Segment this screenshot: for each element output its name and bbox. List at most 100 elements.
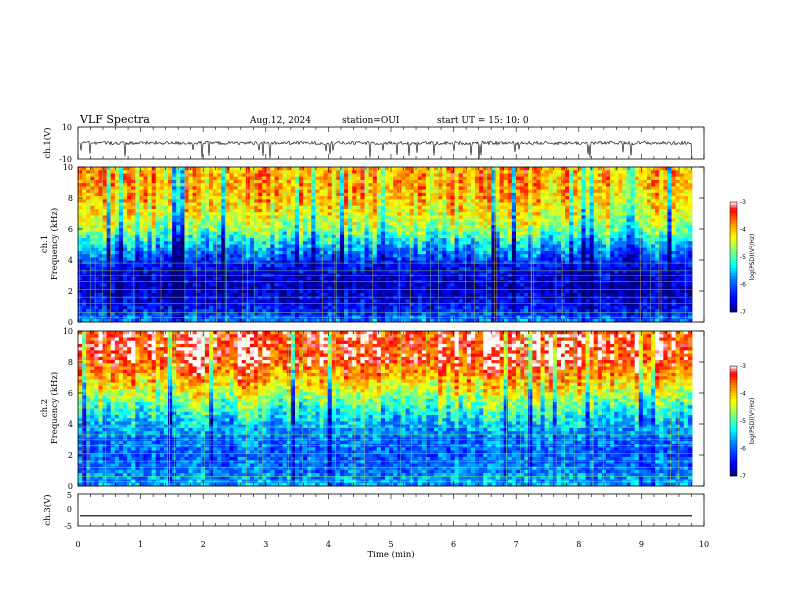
spectrogram-cell <box>491 176 496 181</box>
spectrogram-cell <box>434 276 439 281</box>
spectrogram-cell <box>323 179 329 184</box>
spectrogram-cell <box>401 170 406 174</box>
spectrogram-cell <box>155 196 161 200</box>
spectrogram-cell <box>442 318 447 323</box>
spectrogram-cell <box>241 305 247 310</box>
spectrogram-cell <box>98 312 103 316</box>
spectrogram-cell <box>470 257 476 262</box>
spectrogram-cell <box>454 318 460 323</box>
spectrogram-cell <box>470 212 476 216</box>
spectrogram-cell <box>307 276 312 281</box>
spectrogram-cell <box>364 289 370 294</box>
spectrogram-cell <box>168 238 173 242</box>
spectrogram-cell <box>192 231 198 236</box>
spectrogram-cell <box>409 302 415 307</box>
spectrogram-cell <box>131 228 136 232</box>
spectrogram-cell <box>491 167 496 171</box>
spectrogram-cell <box>434 189 439 194</box>
spectrogram-cell <box>221 218 226 223</box>
spectrogram-cell <box>417 254 423 258</box>
spectrogram-cell <box>192 167 198 171</box>
spectrogram-cell <box>327 263 333 268</box>
spectrogram-cell <box>307 305 312 310</box>
spectrogram-cell <box>315 283 320 287</box>
spectrogram-cell <box>118 289 124 294</box>
spectrogram-cell <box>356 192 361 197</box>
spectrogram-cell <box>335 318 341 323</box>
spectrogram-cell <box>344 289 349 294</box>
spectrogram-cell <box>331 208 337 213</box>
spectrogram-cell <box>278 289 284 294</box>
spectrogram-cell <box>139 212 144 216</box>
spectrogram-cell <box>425 202 431 207</box>
spectrogram-cell <box>434 309 439 313</box>
spectrogram-cell <box>151 305 157 310</box>
spectrogram-cell <box>360 221 365 226</box>
spectrogram-cell <box>249 276 255 281</box>
spectrogram-cell <box>348 309 353 313</box>
spectrogram-cell <box>425 196 431 200</box>
spectrogram-cell <box>118 231 124 236</box>
spectrogram-cell <box>114 270 120 274</box>
spectrogram-cell <box>417 173 423 178</box>
spectrogram-cell <box>163 234 169 239</box>
spectrogram-cell <box>491 192 496 197</box>
spectrogram-cell <box>442 263 447 268</box>
spectrogram-cell <box>290 305 296 310</box>
spectrogram-cell <box>319 238 324 242</box>
spectrogram-cell <box>147 247 153 252</box>
spectrogram-cell <box>118 170 124 174</box>
spectrogram-cell <box>360 212 365 216</box>
spectrogram-cell <box>352 205 357 210</box>
spectrogram-cell <box>249 167 255 171</box>
spectrogram-cell <box>139 205 144 210</box>
spectrogram-cell <box>446 247 451 252</box>
spectrogram-cell <box>118 221 124 226</box>
spectrogram-cell <box>413 283 419 287</box>
spectrogram-cell <box>421 292 427 297</box>
spectrogram-cell <box>151 276 157 281</box>
spectrogram-cell <box>151 318 157 323</box>
spectrogram-cell <box>470 296 476 300</box>
spectrogram-cell <box>266 179 271 184</box>
spectrogram-cell <box>176 289 181 294</box>
spectrogram-cell <box>118 283 124 287</box>
spectrogram-cell <box>290 318 296 323</box>
spectrogram-cell <box>151 247 157 252</box>
spectrogram-cell <box>86 260 91 265</box>
spectrogram-cell <box>425 199 431 203</box>
spectrogram-cell <box>217 202 222 207</box>
spectrogram-cell <box>470 292 476 297</box>
spectrogram-cell <box>319 215 324 220</box>
spectrogram-cell <box>278 305 284 310</box>
spectrogram-cell <box>147 234 153 239</box>
spectrogram-cell <box>458 186 464 191</box>
spectrogram-cell <box>356 205 361 210</box>
spectrogram-cell <box>123 296 128 300</box>
spectrogram-cell <box>237 247 243 252</box>
spectrogram-cell <box>368 318 374 323</box>
spectrogram-cell <box>458 196 464 200</box>
spectrogram-cell <box>114 225 120 229</box>
spectrogram-cell <box>372 250 378 255</box>
spectrogram-cell <box>155 234 161 239</box>
spectrogram-cell <box>159 263 165 268</box>
spectrogram-cell <box>454 276 460 281</box>
spectrogram-cell <box>356 286 361 291</box>
spectrogram-cell <box>372 167 378 171</box>
spectrogram-cell <box>188 244 194 249</box>
spectrogram-cell <box>245 260 251 265</box>
spectrogram-cell <box>245 263 251 268</box>
spectrogram-cell <box>229 189 234 194</box>
spectrogram-cell <box>262 202 267 207</box>
spectrogram-cell <box>372 267 378 271</box>
spectrogram-cell <box>221 244 226 249</box>
spectrogram-cell <box>274 189 279 194</box>
spectrogram-cell <box>413 225 419 229</box>
spectrogram-cell <box>442 296 447 300</box>
spectrogram-cell <box>274 312 279 316</box>
spectrogram-cell <box>425 215 431 220</box>
spectrogram-cell <box>389 183 394 187</box>
spectrogram-cell <box>118 218 124 223</box>
spectrogram-cell <box>127 283 132 287</box>
